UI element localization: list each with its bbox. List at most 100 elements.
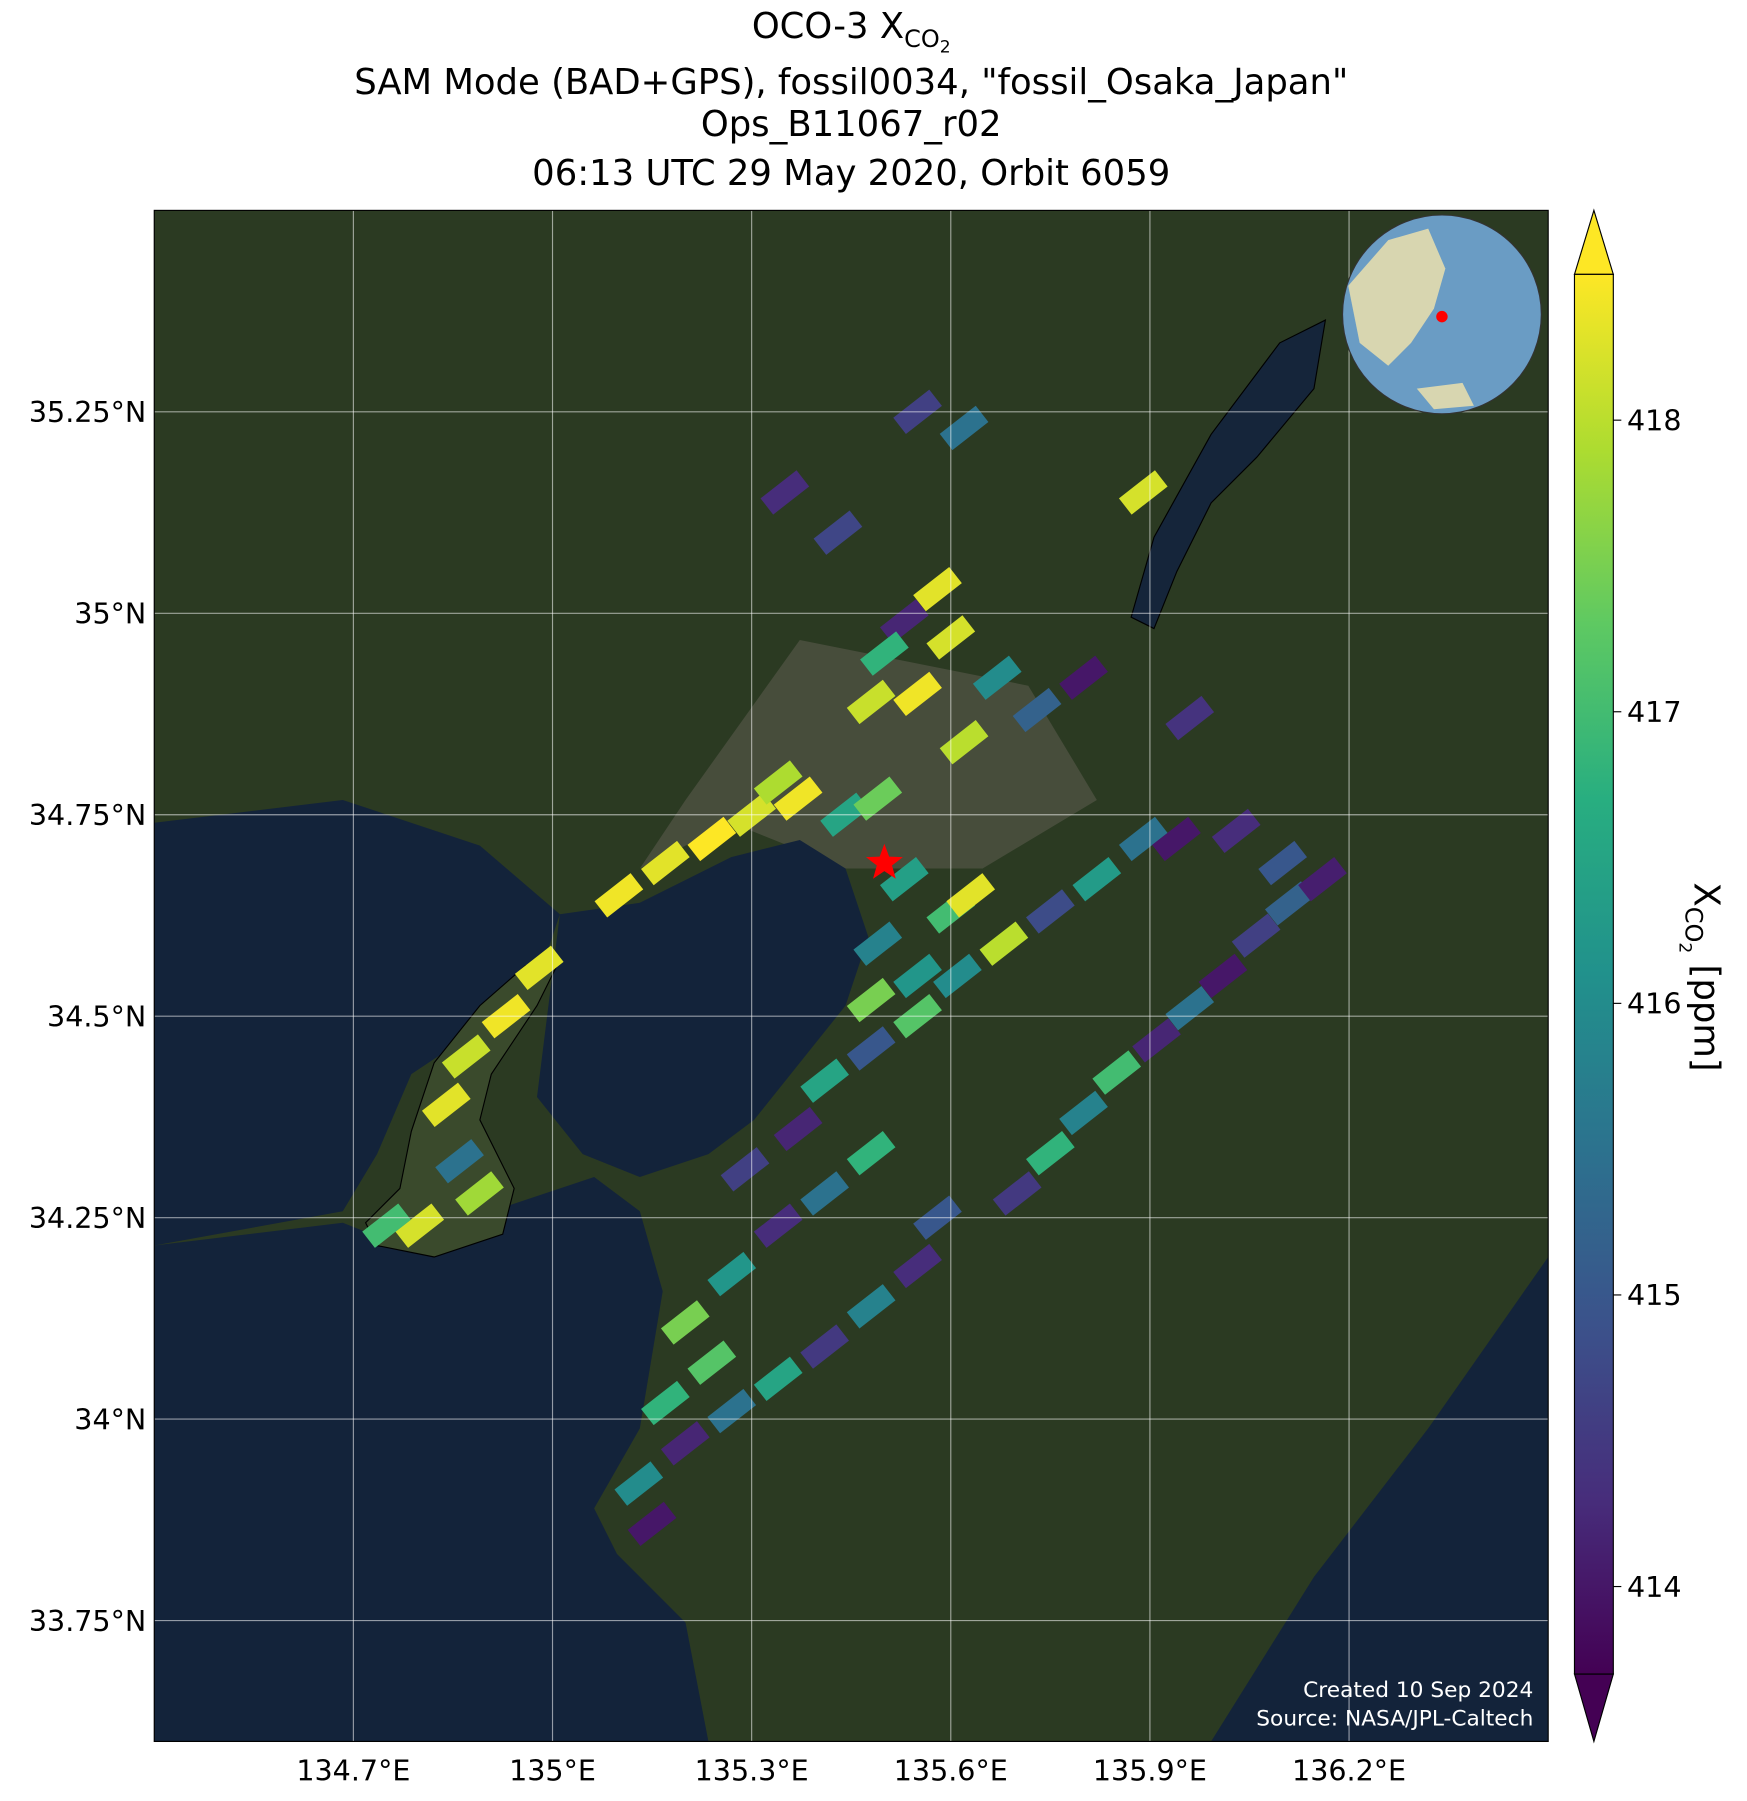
sounding — [395, 1203, 445, 1248]
sounding — [846, 1284, 896, 1329]
title-subsub: 2 — [940, 38, 951, 58]
map-frame — [153, 209, 1549, 1743]
sounding — [687, 1340, 737, 1385]
sounding — [362, 1203, 411, 1248]
sounding — [1132, 1018, 1181, 1063]
sounding — [879, 599, 929, 644]
x-tick-label: 135.6°E — [894, 1753, 1008, 1787]
sounding — [435, 1139, 484, 1184]
grid — [154, 210, 1549, 1742]
sounding — [627, 1501, 677, 1547]
sounding — [800, 1324, 850, 1369]
subtitle: 06:13 UTC 29 May 2020, Orbit 6059 — [532, 153, 1170, 194]
colorbar-tick-label: 416 — [1627, 987, 1682, 1021]
cbar-label-text: X — [1685, 882, 1726, 906]
x-tick-label: 135.9°E — [1093, 1753, 1207, 1787]
sounding — [773, 1106, 823, 1152]
sounding — [813, 510, 863, 555]
sounding — [846, 977, 896, 1023]
sounding — [514, 945, 564, 991]
sounding — [660, 1421, 710, 1466]
sounding — [753, 760, 803, 805]
sounding — [1059, 655, 1108, 700]
title: OCO-3 XCO2 — [752, 6, 951, 58]
sounding — [1198, 953, 1248, 999]
sounding — [1258, 840, 1308, 886]
inset-target — [1436, 310, 1448, 323]
axes: 134.7°E 135°E 135.3°E 135.6°E 135.9°E 136.2°E… — [29, 395, 1682, 1787]
y-tick-label: 34.5°N — [47, 999, 146, 1033]
sounding — [1211, 808, 1261, 854]
sounding — [1298, 857, 1347, 902]
cbar-label-subsub: 2 — [1675, 942, 1695, 953]
colorbar-tick-label: 414 — [1627, 1570, 1682, 1604]
title-sub: CO — [904, 25, 940, 53]
sounding — [760, 470, 810, 515]
sounding — [893, 1243, 942, 1289]
sounding — [753, 1356, 803, 1401]
sounding — [846, 679, 896, 725]
sounding — [1092, 1050, 1142, 1095]
sounding — [972, 655, 1022, 700]
sounding — [1072, 857, 1122, 902]
sounding — [1152, 816, 1201, 862]
sounding — [455, 1171, 504, 1216]
sounding — [441, 1034, 491, 1079]
sounding — [720, 1147, 770, 1192]
sounding — [1165, 985, 1215, 1031]
sounding — [1026, 889, 1075, 934]
sounding — [1165, 695, 1215, 741]
sounding — [753, 1203, 803, 1248]
colorbar-extend — [1573, 208, 1615, 275]
colorbar-tick-label: 417 — [1627, 695, 1682, 729]
sounding — [707, 1251, 757, 1297]
sounding — [1059, 1090, 1108, 1136]
cbar-label-sub: CO — [1679, 907, 1707, 943]
sounding — [893, 953, 942, 999]
title-text: OCO-3 X — [752, 6, 904, 47]
sounding — [853, 776, 903, 821]
sounding — [933, 953, 982, 999]
target-star — [865, 843, 903, 879]
globe-land — [1416, 382, 1474, 410]
sounding — [846, 1131, 896, 1176]
colorbar-tick-label: 415 — [1627, 1278, 1682, 1312]
sounding — [1118, 816, 1168, 862]
sounding — [687, 816, 737, 862]
sounding — [946, 873, 996, 918]
sounding — [879, 857, 929, 902]
sounding — [800, 1171, 850, 1216]
y-tick-label: 34.75°N — [29, 798, 146, 832]
sounding — [1264, 881, 1314, 926]
x-tick-label: 136.2°E — [1292, 1753, 1406, 1787]
sounding — [421, 1082, 471, 1128]
soundings — [362, 389, 1347, 1547]
sounding — [773, 776, 823, 821]
y-tick-label: 35°N — [74, 597, 146, 631]
footnote: Created 10 Sep 2024 — [1303, 1678, 1533, 1703]
sounding — [860, 631, 909, 676]
sounding — [853, 921, 903, 966]
basemap — [154, 210, 1549, 1742]
colorbar-label: XCO2 [ppm] — [1675, 882, 1727, 1071]
y-tick-label: 34°N — [74, 1402, 146, 1436]
sounding — [846, 1026, 896, 1071]
sounding — [1026, 1131, 1075, 1176]
sounding — [707, 1388, 757, 1434]
sounding — [1118, 470, 1168, 515]
cbar-label-unit: [ppm] — [1685, 953, 1726, 1071]
subtitle: SAM Mode (BAD+GPS), fossil0034, "fossil_… — [354, 62, 1348, 103]
x-tick-label: 135°E — [509, 1753, 596, 1787]
y-tick-label: 33.75°N — [29, 1604, 146, 1638]
sounding — [1231, 913, 1281, 958]
sounding — [979, 921, 1029, 966]
sounding — [992, 1171, 1042, 1216]
sounding — [641, 1380, 690, 1426]
sounding — [660, 1300, 710, 1345]
sounding — [800, 1058, 850, 1103]
sounding — [939, 720, 989, 765]
sea — [154, 799, 560, 1246]
sounding — [614, 1461, 664, 1506]
